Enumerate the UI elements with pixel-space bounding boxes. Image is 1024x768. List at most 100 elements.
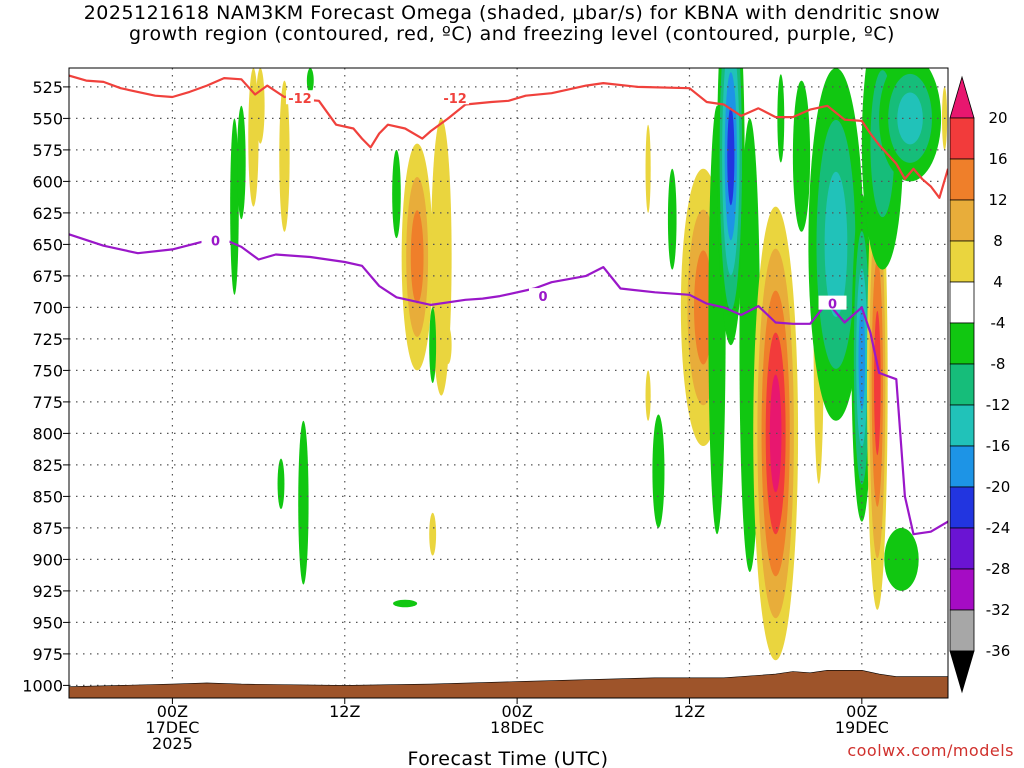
x-tick-label-10-0: 12Z (329, 702, 360, 721)
colorbar-label-2: 12 (988, 191, 1007, 209)
freezing-level-label-1: 0 (538, 290, 547, 305)
omega-cell-13-level-0 (277, 458, 285, 509)
chart-title-line-1: 2025121618 NAM3KM Forecast Omega (shaded… (83, 2, 941, 24)
x-tick-label-40-0: 00Z (846, 702, 877, 721)
x-axis-title: Forecast Time (UTC) (408, 748, 609, 768)
omega-cell-1-level-0 (237, 105, 246, 220)
omega-cell-15-level-0 (645, 124, 651, 213)
colorbar-swatch-13 (949, 609, 975, 652)
colorbar-swatch-7 (949, 363, 975, 406)
freezing-level-label-0: 0 (211, 235, 220, 250)
chart-title-line-2: growth region (contoured, red, ºC) and f… (129, 23, 895, 45)
colorbar-label-6: -8 (991, 355, 1006, 373)
omega-cell-21-level-4 (727, 107, 735, 206)
omega-cell-32-level-0 (884, 527, 919, 591)
freezing-level-label-bg-0 (201, 232, 230, 247)
omega-cell-3-level-0 (256, 68, 265, 144)
colorbar: 20 16 12 8 4 -4 -8 -12 -16 -20 -24 -28 -32 -36 (949, 75, 1011, 694)
y-tick-label-800: 800 (32, 424, 63, 443)
terrain-fill (69, 670, 948, 698)
y-tick-label-700: 700 (32, 298, 63, 317)
omega-cell-23-level-4 (769, 374, 782, 493)
colorbar-swatch-10 (949, 486, 975, 529)
freezing-level-line (69, 233, 948, 536)
y-tick-label-750: 750 (32, 361, 63, 380)
omega-cell-9-level-0 (429, 307, 437, 384)
y-tick-label-950: 950 (32, 613, 63, 632)
omega-cell-27-level-0 (792, 80, 811, 232)
dgz-contour-line (69, 74, 948, 199)
y-axis: 525 550 575 600 625 650 675 700 725 750 775 800 825 8… (22, 78, 69, 695)
colorbar-label-13: -36 (986, 642, 1011, 660)
colorbar-label-7: -12 (986, 396, 1011, 414)
omega-cell-12-level-0 (298, 420, 309, 585)
y-tick-label-900: 900 (32, 550, 63, 569)
dgz-contour-label-0: -12 (288, 92, 312, 107)
x-tick-label-30-0: 12Z (674, 702, 705, 721)
colorbar-swatch-3 (949, 199, 975, 242)
omega-cell-16-level-0 (645, 370, 651, 421)
dgz-contour-label-bg-1 (441, 90, 470, 105)
colorbar-label-10: -24 (986, 519, 1011, 537)
contours: -12 -12 0 0 0 (69, 74, 948, 536)
omega-cell-26-level-2 (824, 171, 848, 318)
omega-cell-8-level-0 (430, 118, 452, 396)
omega-cell-19-level-2 (694, 250, 713, 365)
plot-frame (68, 67, 949, 699)
colorbar-label-4: 4 (993, 273, 1003, 291)
dgz-contour-label-bg-0 (285, 90, 314, 105)
credit-text: coolwx.com/models (847, 741, 1014, 760)
colorbar-label-0: 20 (988, 109, 1007, 127)
y-tick-label-875: 875 (32, 519, 63, 538)
y-tick-label-675: 675 (32, 267, 63, 286)
omega-cell-2-level-0 (248, 68, 259, 207)
colorbar-label-1: 16 (988, 150, 1007, 168)
dgz-contour-label-1: -12 (443, 92, 467, 107)
colorbar-label-5: -4 (991, 314, 1006, 332)
omega-cell-18-level-0 (652, 414, 665, 528)
colorbar-swatch-9 (949, 445, 975, 488)
y-tick-label-525: 525 (32, 78, 63, 97)
y-tick-label-600: 600 (32, 172, 63, 191)
y-tick-label-1000: 1000 (22, 676, 63, 695)
colorbar-label-3: 8 (993, 232, 1003, 250)
x-tick-label-20-0: 00Z (501, 702, 532, 721)
colorbar-swatch-8 (949, 404, 975, 447)
colorbar-swatch-1 (949, 117, 975, 160)
y-tick-label-775: 775 (32, 393, 63, 412)
colorbar-swatch-14 (949, 650, 975, 694)
colorbar-label-8: -16 (986, 437, 1011, 455)
colorbar-label-9: -20 (986, 478, 1011, 496)
omega-cell-0-level-0 (230, 118, 239, 295)
colorbar-swatch-11 (949, 527, 975, 570)
y-tick-label-825: 825 (32, 456, 63, 475)
colorbar-swatch-5 (949, 281, 975, 324)
y-tick-label-725: 725 (32, 330, 63, 349)
omega-cell-28-level-3 (858, 305, 866, 410)
x-tick-label-0-1: 17DEC (145, 718, 199, 737)
y-tick-label-850: 850 (32, 487, 63, 506)
freezing-level-label-bg-1 (528, 288, 557, 303)
colorbar-swatch-0 (949, 75, 975, 119)
omega-cell-11-level-0 (429, 512, 437, 556)
x-tick-label-40-1: 19DEC (835, 718, 889, 737)
y-tick-label-625: 625 (32, 204, 63, 223)
colorbar-label-11: -28 (986, 560, 1011, 578)
colorbar-swatch-12 (949, 568, 975, 611)
x-tick-label-20-1: 18DEC (490, 718, 544, 737)
omega-cell-29-level-3 (874, 310, 881, 456)
omega-cell-24-level-0 (777, 74, 785, 163)
x-tick-label-0-0: 00Z (157, 702, 188, 721)
y-tick-label-650: 650 (32, 235, 63, 254)
omega-shading (230, 68, 948, 661)
omega-cell-17-level-0 (667, 168, 677, 270)
y-tick-label-550: 550 (32, 109, 63, 128)
freezing-level-label-bg-2 (818, 295, 847, 310)
y-tick-label-925: 925 (32, 582, 63, 601)
grid-lines (69, 68, 948, 698)
omega-cell-14-level-0 (393, 599, 418, 608)
y-tick-label-975: 975 (32, 645, 63, 664)
colorbar-swatch-2 (949, 158, 975, 201)
